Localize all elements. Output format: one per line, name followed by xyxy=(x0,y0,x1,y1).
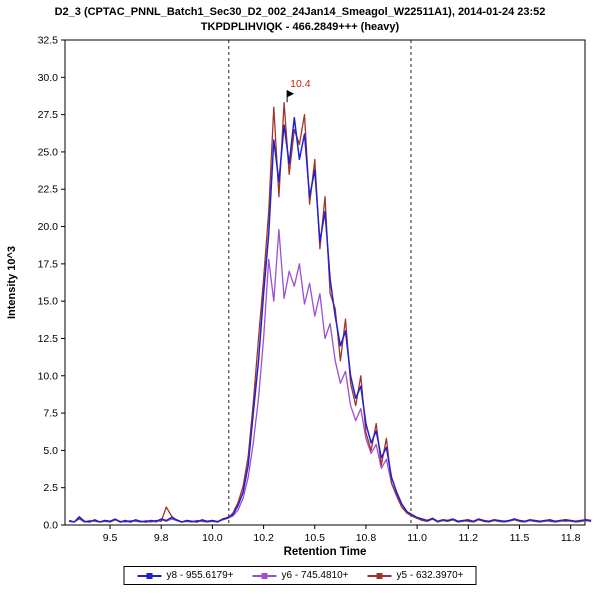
y-tick-label: 32.5 xyxy=(38,35,59,47)
y-tick-label: 25.0 xyxy=(38,146,59,158)
y-tick-label: 12.5 xyxy=(38,333,59,345)
legend-label-y6: y6 - 745.4810+ xyxy=(281,570,349,581)
plot-frame xyxy=(64,39,586,526)
legend: y8 - 955.6179+ y6 - 745.4810+ y5 - 632.3… xyxy=(123,566,477,585)
y-tick-label: 30.0 xyxy=(38,72,59,84)
series-line-y5 xyxy=(69,102,592,523)
x-tick-label: 9.5 xyxy=(103,532,118,544)
peak-flag-icon xyxy=(287,90,295,98)
y-tick-label: 20.0 xyxy=(38,221,59,233)
x-tick-label: 11.2 xyxy=(458,532,478,544)
y-tick-label: 5.0 xyxy=(43,445,58,457)
legend-item-y5: y5 - 632.3970+ xyxy=(367,570,464,581)
x-tick-label: 11.0 xyxy=(407,532,427,544)
y-tick-label: 17.5 xyxy=(38,258,59,270)
y-tick-label: 0.0 xyxy=(43,520,58,532)
legend-label-y8: y8 - 955.6179+ xyxy=(166,570,234,581)
chart-title: D2_3 (CPTAC_PNNL_Batch1_Sec30_D2_002_24J… xyxy=(54,6,546,18)
y-tick-label: 27.5 xyxy=(38,109,59,121)
legend-label-y5: y5 - 632.3970+ xyxy=(396,570,464,581)
y-tick-label: 7.5 xyxy=(43,408,58,420)
x-tick-label: 9.8 xyxy=(154,532,169,544)
y5-line-swatch xyxy=(367,572,392,579)
x-tick-label: 11.8 xyxy=(561,532,581,544)
x-axis-title: Retention Time xyxy=(284,546,367,558)
y-tick-label: 22.5 xyxy=(38,184,59,196)
y-axis-title: Intensity 10^3 xyxy=(6,246,18,319)
chromatogram-plot[interactable]: 0.0 2.5 5.0 7.5 10.0 12.5 15.0 17.5 20.0 22.5 25.0… xyxy=(0,0,600,560)
y-tick-label: 2.5 xyxy=(43,482,58,494)
legend-item-y8: y8 - 955.6179+ xyxy=(137,570,234,581)
y6-line-swatch xyxy=(252,572,277,579)
x-tick-label: 10.0 xyxy=(202,532,223,544)
legend-item-y6: y6 - 745.4810+ xyxy=(252,570,349,581)
x-tick-label: 10.2 xyxy=(253,532,274,544)
chart-subtitle: TKPDPLIHVIQK - 466.2849+++ (heavy) xyxy=(200,21,400,33)
series-line-y8 xyxy=(68,116,592,523)
y-tick-label: 15.0 xyxy=(38,296,59,308)
peak-rt-annotation: 10.4 xyxy=(290,78,311,90)
y8-line-swatch xyxy=(137,572,162,579)
x-tick-label: 10.5 xyxy=(305,532,326,544)
x-tick-label: 10.8 xyxy=(356,532,377,544)
x-tick-label: 11.5 xyxy=(510,532,530,544)
y-tick-label: 10.0 xyxy=(38,370,59,382)
